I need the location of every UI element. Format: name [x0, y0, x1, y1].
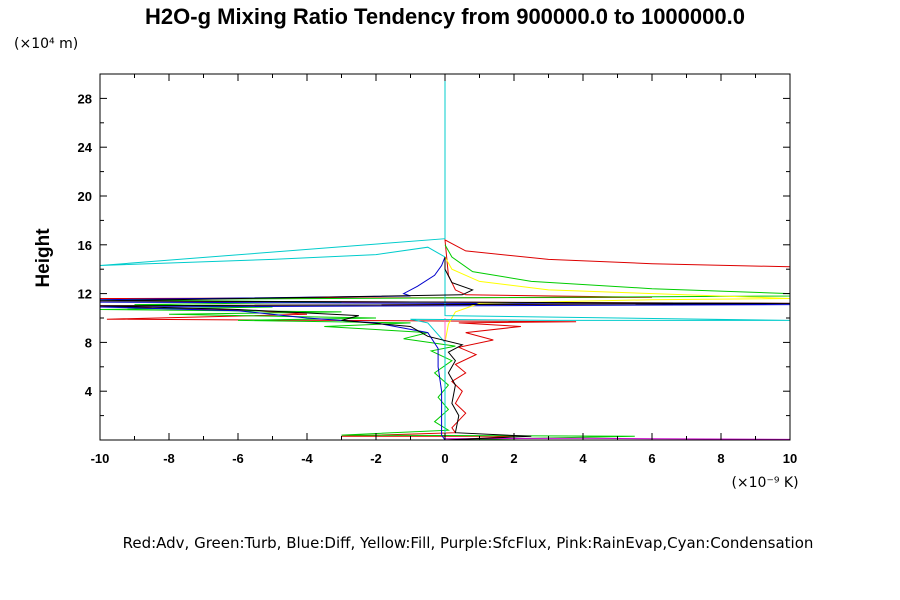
y-tick-label: 28	[78, 91, 92, 106]
y-tick-label: 20	[78, 189, 92, 204]
series-line-total	[100, 257, 790, 440]
series-line-diff	[100, 256, 790, 440]
x-tick-label: 0	[441, 451, 448, 466]
x-tick-label: -6	[232, 451, 244, 466]
x-tick-label: -10	[91, 451, 110, 466]
x-tick-label: 4	[579, 451, 587, 466]
y-tick-label: 8	[85, 335, 92, 350]
x-tick-label: -4	[301, 451, 313, 466]
y-axis-label: Height	[33, 228, 54, 288]
y-tick-label: 4	[85, 384, 93, 399]
x-tick-label: -2	[370, 451, 382, 466]
x-tick-label: 10	[783, 451, 797, 466]
legend-text: Red:Adv, Green:Turb, Blue:Diff, Yellow:F…	[123, 534, 814, 552]
y-tick-label: 16	[78, 238, 92, 253]
x-unit-label: (×10⁻⁹ K)	[731, 475, 798, 491]
series-line-condensation	[100, 74, 790, 440]
x-tick-label: 8	[717, 451, 724, 466]
chart-title: H2O-g Mixing Ratio Tendency from 900000.…	[145, 4, 745, 29]
series-line-turb	[100, 244, 790, 440]
y-tick-label: 24	[78, 140, 93, 155]
x-tick-label: 2	[510, 451, 517, 466]
x-tick-label: 6	[648, 451, 655, 466]
y-unit-label: (×10⁴ m)	[14, 36, 78, 52]
x-tick-label: -8	[163, 451, 175, 466]
series-line-fill	[444, 256, 790, 440]
y-tick-label: 12	[78, 287, 92, 302]
series-line-adv	[100, 239, 790, 440]
